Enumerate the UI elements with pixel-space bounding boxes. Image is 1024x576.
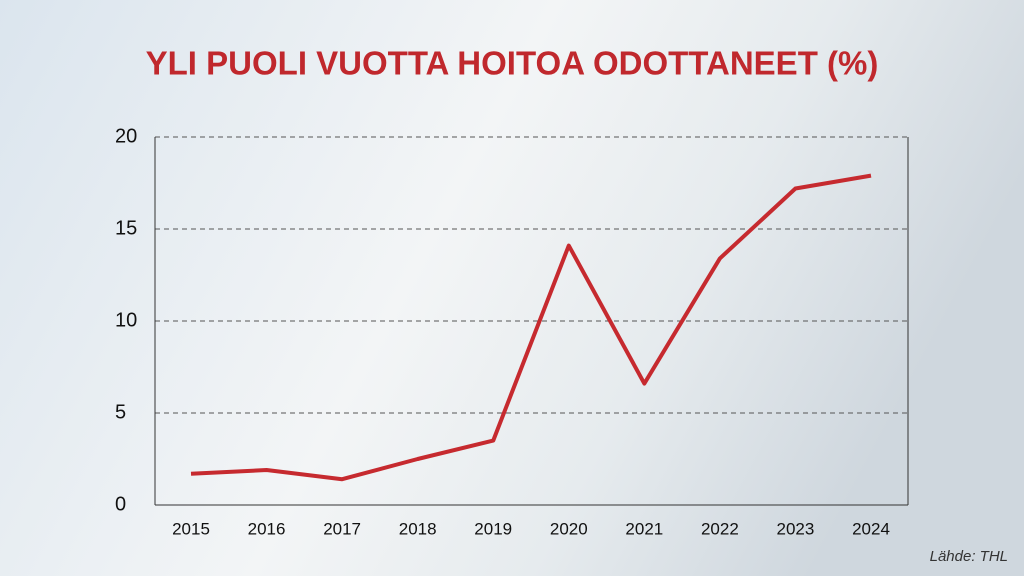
x-tick-label: 2020	[550, 519, 588, 538]
y-tick-label: 20	[115, 125, 137, 147]
y-tick-label: 5	[115, 401, 126, 423]
x-tick-label: 2023	[777, 519, 815, 538]
x-tick-label: 2016	[248, 519, 286, 538]
x-tick-label: 2022	[701, 519, 739, 538]
x-tick-label: 2017	[323, 519, 361, 538]
x-tick-label: 2021	[625, 519, 663, 538]
x-tick-label: 2024	[852, 519, 890, 538]
chart-title: YLI PUOLI VUOTTA HOITOA ODOTTANEET (%)	[146, 45, 879, 82]
data-line	[190, 173, 872, 482]
x-tick-label: 2015	[172, 519, 210, 538]
y-tick-label: 15	[115, 217, 137, 239]
y-tick-label: 0	[115, 493, 126, 515]
x-tick-label: 2018	[399, 519, 437, 538]
y-tick-label: 10	[115, 309, 137, 331]
x-tick-label: 2019	[474, 519, 512, 538]
source-note: Lähde: THL	[930, 548, 1008, 565]
